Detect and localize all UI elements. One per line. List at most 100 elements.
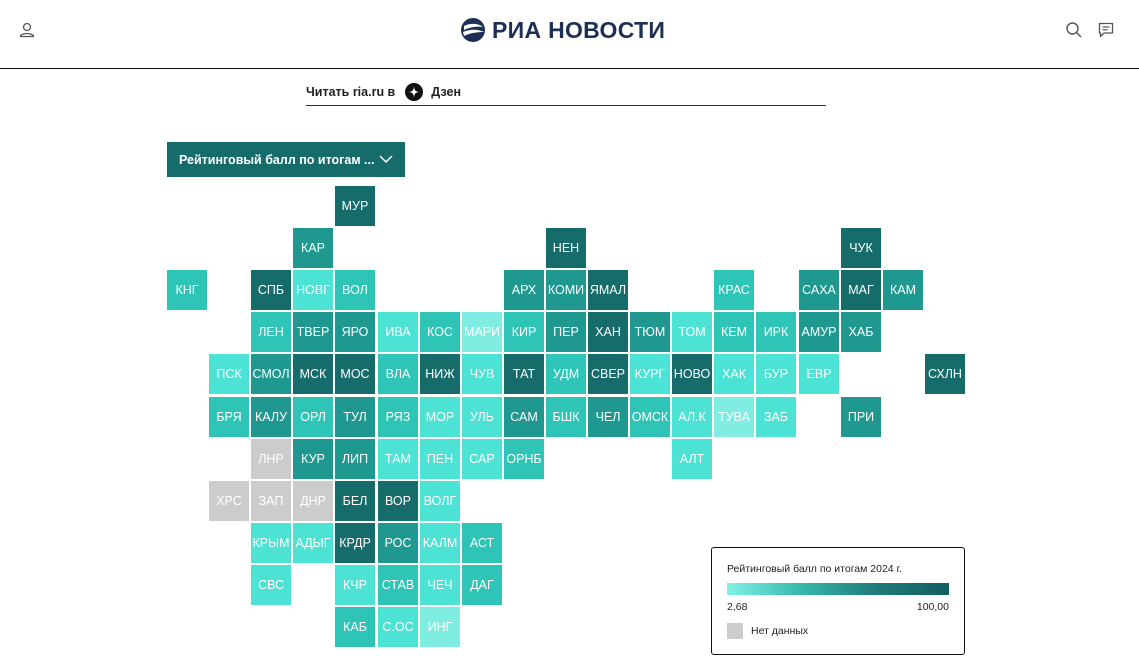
region-tile[interactable]: ХАН [588, 312, 628, 352]
region-tile[interactable]: САР [462, 439, 502, 479]
region-tile[interactable]: КИР [504, 312, 544, 352]
region-tile[interactable]: ЧУВ [462, 354, 502, 394]
region-tile[interactable]: НИЖ [420, 354, 460, 394]
region-tile[interactable]: СМОЛ [251, 354, 291, 394]
region-tile[interactable]: ЛНР [251, 439, 291, 479]
region-tile[interactable]: УДМ [546, 354, 586, 394]
region-tile[interactable]: МУР [335, 186, 375, 226]
rating-metric-dropdown[interactable]: Рейтинговый балл по итогам ... [167, 142, 405, 177]
region-tile[interactable]: ИНГ [420, 607, 460, 647]
dropdown-label: Рейтинговый балл по итогам ... [179, 152, 375, 167]
region-tile[interactable]: КАМ [883, 270, 923, 310]
region-tile[interactable]: ЛИП [335, 439, 375, 479]
region-tile[interactable]: ХРС [209, 481, 249, 521]
region-tile[interactable]: КРДР [335, 523, 375, 563]
region-tile[interactable]: КАЛМ [420, 523, 460, 563]
region-tile[interactable]: КЧР [335, 565, 375, 605]
region-tile[interactable]: КУР [293, 439, 333, 479]
comments-icon[interactable] [1096, 20, 1116, 40]
region-tile[interactable]: ТАТ [504, 354, 544, 394]
region-tile[interactable]: САМ [504, 397, 544, 437]
region-tile[interactable]: КАБ [335, 607, 375, 647]
region-tile[interactable]: КНГ [167, 270, 207, 310]
region-tile[interactable]: ТАМ [378, 439, 418, 479]
region-tile[interactable]: АЛТ [672, 439, 712, 479]
region-tile[interactable]: ЧЕЛ [588, 397, 628, 437]
map-legend: Рейтинговый балл по итогам 2024 г. 2,68 … [711, 547, 965, 655]
user-icon[interactable] [17, 20, 37, 40]
region-tile[interactable]: УЛЬ [462, 397, 502, 437]
region-tile[interactable]: ДНР [293, 481, 333, 521]
region-tile[interactable]: АДЫГ [293, 523, 333, 563]
region-tile[interactable]: ИВА [378, 312, 418, 352]
legend-gradient [727, 583, 949, 595]
region-tile[interactable]: НОВО [672, 354, 712, 394]
region-tile[interactable]: СТАВ [378, 565, 418, 605]
region-tile[interactable]: С.ОС [378, 607, 418, 647]
region-tile[interactable]: КАЛУ [251, 397, 291, 437]
region-tile[interactable]: САХА [799, 270, 839, 310]
region-tile[interactable]: НОВГ [293, 270, 333, 310]
region-tile[interactable]: АЛ.К [672, 397, 712, 437]
region-tile[interactable]: ЯРО [335, 312, 375, 352]
region-tile[interactable]: ВОР [378, 481, 418, 521]
region-tile[interactable]: НЕН [546, 228, 586, 268]
region-tile[interactable]: АРХ [504, 270, 544, 310]
region-tile[interactable]: ТУВА [714, 397, 754, 437]
region-tile[interactable]: ПСК [209, 354, 249, 394]
region-tile[interactable]: СХЛН [925, 354, 965, 394]
region-tile[interactable]: ОРНБ [504, 439, 544, 479]
region-tile[interactable]: МСК [293, 354, 333, 394]
region-tile[interactable]: ЧЕЧ [420, 565, 460, 605]
legend-no-data-swatch [727, 623, 743, 639]
region-tile[interactable]: ТОМ [672, 312, 712, 352]
region-tile[interactable]: КЕМ [714, 312, 754, 352]
region-tile[interactable]: КРЫМ [251, 523, 291, 563]
region-tile[interactable]: МАГ [841, 270, 881, 310]
region-tile[interactable]: ЧУК [841, 228, 881, 268]
region-tile[interactable]: ТЮМ [630, 312, 670, 352]
region-tile[interactable]: МАРИ [462, 312, 502, 352]
region-tile[interactable]: СПБ [251, 270, 291, 310]
region-tile[interactable]: БУР [756, 354, 796, 394]
region-tile[interactable]: ТВЕР [293, 312, 333, 352]
region-tile[interactable]: ТУЛ [335, 397, 375, 437]
region-tile[interactable]: СВЕР [588, 354, 628, 394]
region-tile[interactable]: КУРГ [630, 354, 670, 394]
region-tile[interactable]: ОРЛ [293, 397, 333, 437]
region-tile[interactable]: ПЕН [420, 439, 460, 479]
region-tile[interactable]: ВЛА [378, 354, 418, 394]
region-tile[interactable]: ВОЛ [335, 270, 375, 310]
region-tile[interactable]: КОМИ [546, 270, 586, 310]
region-tile[interactable]: КАР [293, 228, 333, 268]
region-tile[interactable]: РОС [378, 523, 418, 563]
region-tile[interactable]: ИРК [756, 312, 796, 352]
site-header: РИА НОВОСТИ [0, 0, 1139, 69]
region-tile[interactable]: РЯЗ [378, 397, 418, 437]
region-tile[interactable]: ЗАП [251, 481, 291, 521]
region-tile[interactable]: СВС [251, 565, 291, 605]
ria-logo[interactable]: РИА НОВОСТИ [460, 15, 665, 45]
region-tile[interactable]: БРЯ [209, 397, 249, 437]
region-tile[interactable]: БЕЛ [335, 481, 375, 521]
region-tile[interactable]: БШК [546, 397, 586, 437]
dzen-banner[interactable]: Читать ria.ru в Дзен [306, 78, 826, 106]
region-tile[interactable]: КРАС [714, 270, 754, 310]
region-tile[interactable]: КОС [420, 312, 460, 352]
region-tile[interactable]: ПЕР [546, 312, 586, 352]
region-tile[interactable]: МОС [335, 354, 375, 394]
region-tile[interactable]: ПРИ [841, 397, 881, 437]
region-tile[interactable]: ЕВР [799, 354, 839, 394]
search-icon[interactable] [1064, 20, 1084, 40]
region-tile[interactable]: ЛЕН [251, 312, 291, 352]
region-tile[interactable]: ХАК [714, 354, 754, 394]
region-tile[interactable]: ЯМАЛ [588, 270, 628, 310]
region-tile[interactable]: ОМСК [630, 397, 670, 437]
region-tile[interactable]: АМУР [799, 312, 839, 352]
region-tile[interactable]: ВОЛГ [420, 481, 460, 521]
region-tile[interactable]: АСТ [462, 523, 502, 563]
region-tile[interactable]: ДАГ [462, 565, 502, 605]
region-tile[interactable]: ХАБ [841, 312, 881, 352]
region-tile[interactable]: МОР [420, 397, 460, 437]
region-tile[interactable]: ЗАБ [756, 397, 796, 437]
